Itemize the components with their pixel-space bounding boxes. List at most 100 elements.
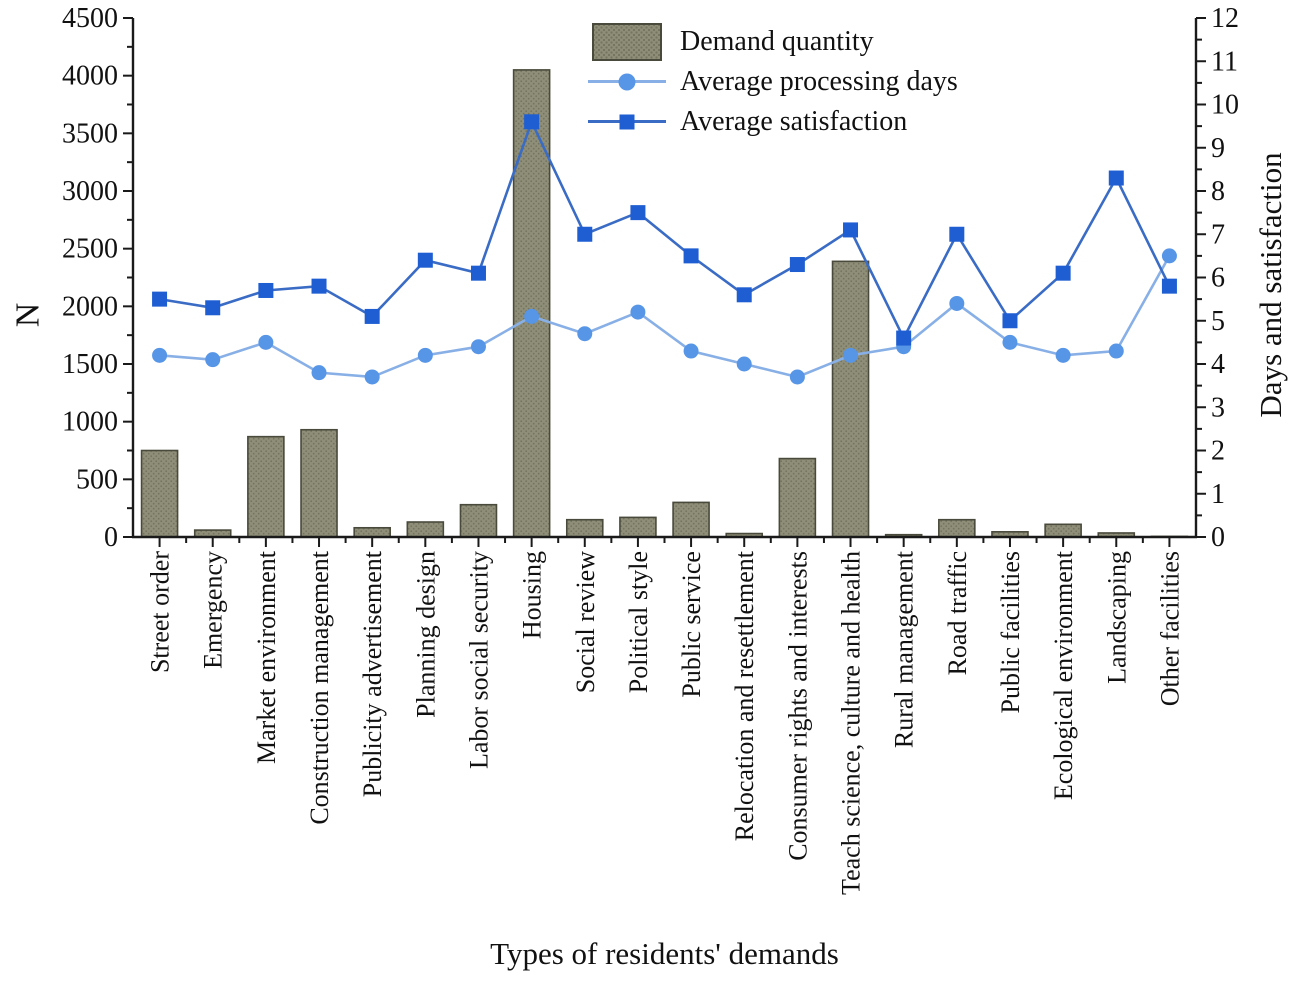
square-marker <box>524 114 540 130</box>
square-marker <box>311 278 327 294</box>
tick-label: 10 <box>1211 90 1239 121</box>
square-marker <box>364 308 380 324</box>
satisfaction-line <box>152 114 1177 346</box>
x-category-label: Landscaping <box>1102 551 1131 684</box>
bar <box>938 518 976 538</box>
circle-marker <box>949 295 965 311</box>
x-category-label: Consumer rights and interests <box>783 551 812 861</box>
x-category-label: Relocation and resettlement <box>730 550 759 841</box>
x-category-label: Emergency <box>199 551 228 669</box>
legend-row-days: Average processing days <box>586 62 958 101</box>
square-marker <box>417 252 433 268</box>
tick-label: 12 <box>1211 3 1239 34</box>
tick-label: 2500 <box>62 234 118 265</box>
tick-label: 1000 <box>62 407 118 438</box>
x-category-label: Road traffic <box>943 551 972 675</box>
tick-label: 2000 <box>62 291 118 322</box>
square-marker <box>683 248 699 264</box>
tick-label: 1500 <box>62 349 118 380</box>
bar <box>459 503 498 538</box>
circle-marker <box>364 369 380 385</box>
tick-label: 4500 <box>62 3 118 34</box>
bar <box>247 435 285 538</box>
legend-satisfaction-swatch <box>586 114 668 129</box>
tick-label: 3500 <box>62 118 118 149</box>
circle-marker <box>630 304 646 320</box>
square-marker <box>949 226 965 242</box>
x-category-label: Construction management <box>305 550 334 824</box>
circle-marker <box>683 343 699 359</box>
legend: Demand quantity Average processing days … <box>586 22 958 141</box>
bar <box>512 69 551 538</box>
tick-label: 6 <box>1211 263 1225 294</box>
square-marker <box>1108 170 1124 186</box>
x-axis-title: Types of residents' demands <box>490 936 839 971</box>
square-marker <box>205 300 221 316</box>
x-category-label: Planning design <box>411 551 440 718</box>
tick-label: 4 <box>1211 349 1225 380</box>
square-marker <box>1002 313 1018 329</box>
square-marker <box>470 265 486 281</box>
square-marker-icon <box>619 114 635 129</box>
right-axis-title: Days and satisfaction <box>1253 152 1288 418</box>
tick-label: 3000 <box>62 176 118 207</box>
tick-label: 2 <box>1211 436 1225 467</box>
tick-label: 3 <box>1211 392 1225 423</box>
circle-marker <box>152 347 168 363</box>
x-category-label: Street order <box>146 551 175 673</box>
circle-marker <box>258 334 274 350</box>
line-swatch <box>588 73 666 90</box>
processing-days-line <box>152 248 1177 385</box>
tick-label: 9 <box>1211 133 1225 164</box>
x-category-label: Market environment <box>252 550 281 764</box>
legend-row-demand: Demand quantity <box>586 22 958 61</box>
circle-marker <box>524 308 540 324</box>
circle-marker <box>311 365 327 381</box>
tick-label: 8 <box>1211 176 1225 207</box>
bar <box>619 516 657 538</box>
x-category-label: Housing <box>518 551 547 639</box>
bar <box>353 526 391 538</box>
square-marker <box>630 205 646 221</box>
days-line-path <box>159 255 1171 379</box>
x-category-label: Political style <box>624 551 653 693</box>
square-marker <box>736 287 752 303</box>
legend-label-days: Average processing days <box>680 65 958 97</box>
x-category-label: Public service <box>677 551 706 698</box>
square-marker <box>1055 265 1071 281</box>
circle-marker <box>1161 248 1177 264</box>
satisfaction-line-path <box>159 118 1171 341</box>
bar <box>672 501 710 538</box>
legend-label-demand: Demand quantity <box>680 25 874 57</box>
circle-marker <box>470 339 486 355</box>
tick-label: 11 <box>1211 46 1238 77</box>
circle-marker <box>843 347 859 363</box>
x-category-label: Social review <box>571 551 600 693</box>
bar-swatch-icon <box>592 22 662 61</box>
x-category-label: Public facilities <box>996 551 1025 713</box>
square-marker <box>896 330 912 346</box>
x-category-label: Teach science, culture and health <box>837 551 866 895</box>
square-marker <box>258 282 274 298</box>
legend-bar-swatch <box>586 22 668 61</box>
bar <box>140 449 179 538</box>
tick-label: 7 <box>1211 219 1225 250</box>
tick-label: 500 <box>76 464 118 495</box>
bar <box>778 457 817 538</box>
circle-marker <box>577 326 593 342</box>
tick-label: 5 <box>1211 306 1225 337</box>
axes <box>123 17 1206 547</box>
square-marker <box>789 257 805 273</box>
circle-marker <box>1002 334 1018 350</box>
tick-label: 4000 <box>62 61 118 92</box>
bar <box>565 518 604 538</box>
circle-marker <box>417 347 433 363</box>
tick-label: 0 <box>104 522 118 553</box>
legend-label-satisfaction: Average satisfaction <box>680 105 908 137</box>
left-axis-title: N <box>9 302 47 328</box>
circle-marker <box>736 356 752 372</box>
circle-marker <box>1055 347 1071 363</box>
bar <box>831 260 870 538</box>
